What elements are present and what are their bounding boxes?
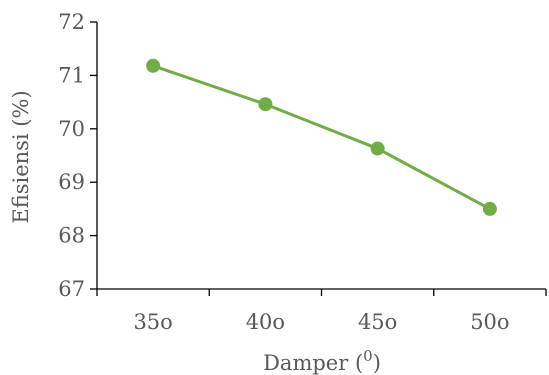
y-tick-label: 71 [58, 63, 85, 87]
x-tick-label: 45o [358, 310, 397, 334]
data-point [370, 141, 385, 156]
x-axis-title-suffix: ) [373, 351, 381, 375]
x-axis-title-superscript: 0 [363, 347, 373, 365]
series-layer [146, 58, 497, 216]
x-axis: 35o 40o 45o 50o [96, 288, 547, 334]
x-tick-label: 40o [246, 310, 285, 334]
series-line [151, 64, 492, 211]
x-axis-title: Damper (0) [263, 347, 381, 375]
y-tick-label: 70 [58, 117, 85, 141]
x-tick-label: 50o [470, 310, 509, 334]
x-tick-label: 35o [133, 310, 172, 334]
data-point [258, 97, 273, 112]
y-tick-label: 68 [58, 224, 85, 248]
data-point [482, 201, 497, 216]
y-axis: 67 68 69 70 71 72 [58, 10, 98, 301]
y-tick-label: 72 [58, 10, 85, 34]
y-axis-title: Efisiensi (%) [9, 90, 33, 223]
data-point [146, 58, 161, 73]
y-tick-label: 69 [58, 170, 85, 194]
y-tick-label: 67 [58, 277, 85, 301]
x-axis-title-text: Damper ( [263, 351, 363, 375]
